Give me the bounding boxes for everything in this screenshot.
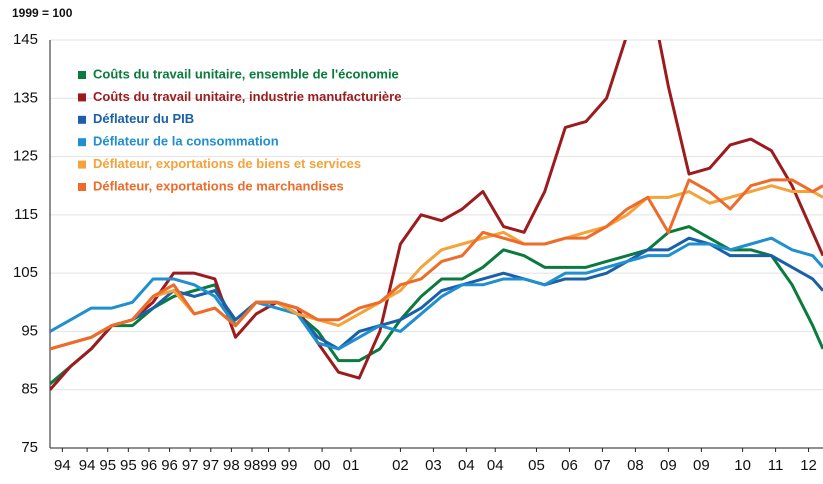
x-tick-label: 00 bbox=[314, 457, 331, 474]
x-tick-label: 07 bbox=[594, 457, 611, 474]
x-tick-label: 09 bbox=[693, 457, 710, 474]
x-tick-label: 96 bbox=[161, 457, 178, 474]
y-tick-label: 125 bbox=[13, 148, 38, 165]
legend-label: Déflateur du PIB bbox=[93, 111, 194, 126]
x-tick-label: 99 bbox=[281, 457, 298, 474]
series-line bbox=[50, 184, 823, 351]
y-tick-label: 75 bbox=[21, 439, 38, 456]
legend-label: Coûts du travail unitaire, ensemble de l… bbox=[93, 66, 399, 81]
legend-label: Déflateur de la consommation bbox=[93, 134, 279, 149]
legend-swatch bbox=[78, 115, 86, 124]
x-tick-label: 94 bbox=[54, 457, 71, 474]
x-tick-label: 05 bbox=[528, 457, 545, 474]
chart-subtitle: 1999 = 100 bbox=[12, 6, 73, 20]
x-tick-label: 98 bbox=[244, 457, 261, 474]
legend-swatch bbox=[78, 71, 86, 79]
series-line bbox=[50, 225, 823, 386]
legend-label: Coûts du travail unitaire, industrie man… bbox=[93, 89, 401, 104]
x-tick-label: 11 bbox=[768, 457, 784, 474]
series-line bbox=[50, 40, 823, 391]
x-tick-label: 96 bbox=[141, 457, 158, 474]
x-tick-label: 02 bbox=[392, 457, 409, 474]
legend-swatch bbox=[78, 138, 86, 147]
x-tick-label: 99 bbox=[260, 457, 277, 474]
x-tick-label: 01 bbox=[343, 457, 360, 474]
x-tick-label: 98 bbox=[223, 457, 240, 474]
x-tick-label: 94 bbox=[79, 457, 96, 474]
x-tick-label: 06 bbox=[561, 457, 578, 474]
legend-label: Déflateur, exportations de biens et serv… bbox=[93, 156, 361, 171]
x-tick-label: 95 bbox=[120, 457, 137, 474]
plot-area bbox=[50, 40, 823, 391]
x-tick-label: 04 bbox=[458, 457, 475, 474]
legend-swatch bbox=[78, 183, 86, 191]
x-tick-label: 95 bbox=[99, 457, 116, 474]
legend-label: Déflateur, exportations de marchandises bbox=[93, 178, 344, 193]
series-line bbox=[50, 178, 823, 351]
y-tick-label: 105 bbox=[13, 264, 38, 281]
x-tick-label: 97 bbox=[202, 457, 219, 474]
y-tick-label: 145 bbox=[13, 31, 38, 48]
y-tick-label: 85 bbox=[21, 381, 38, 398]
legend-swatch bbox=[78, 160, 86, 169]
series-line bbox=[50, 236, 823, 351]
x-tick-label: 97 bbox=[182, 457, 199, 474]
legend-swatch bbox=[78, 93, 86, 102]
y-tick-label: 95 bbox=[21, 322, 38, 339]
x-tick-label: 12 bbox=[800, 457, 817, 474]
x-tick-label: 03 bbox=[425, 457, 442, 474]
x-tick-label: 04 bbox=[487, 457, 504, 474]
y-tick-label: 115 bbox=[14, 206, 38, 223]
x-tick-label: 10 bbox=[734, 457, 751, 474]
y-tick-label: 135 bbox=[13, 89, 38, 106]
x-tick-label: 09 bbox=[660, 457, 677, 474]
x-tick-label: 08 bbox=[627, 457, 644, 474]
